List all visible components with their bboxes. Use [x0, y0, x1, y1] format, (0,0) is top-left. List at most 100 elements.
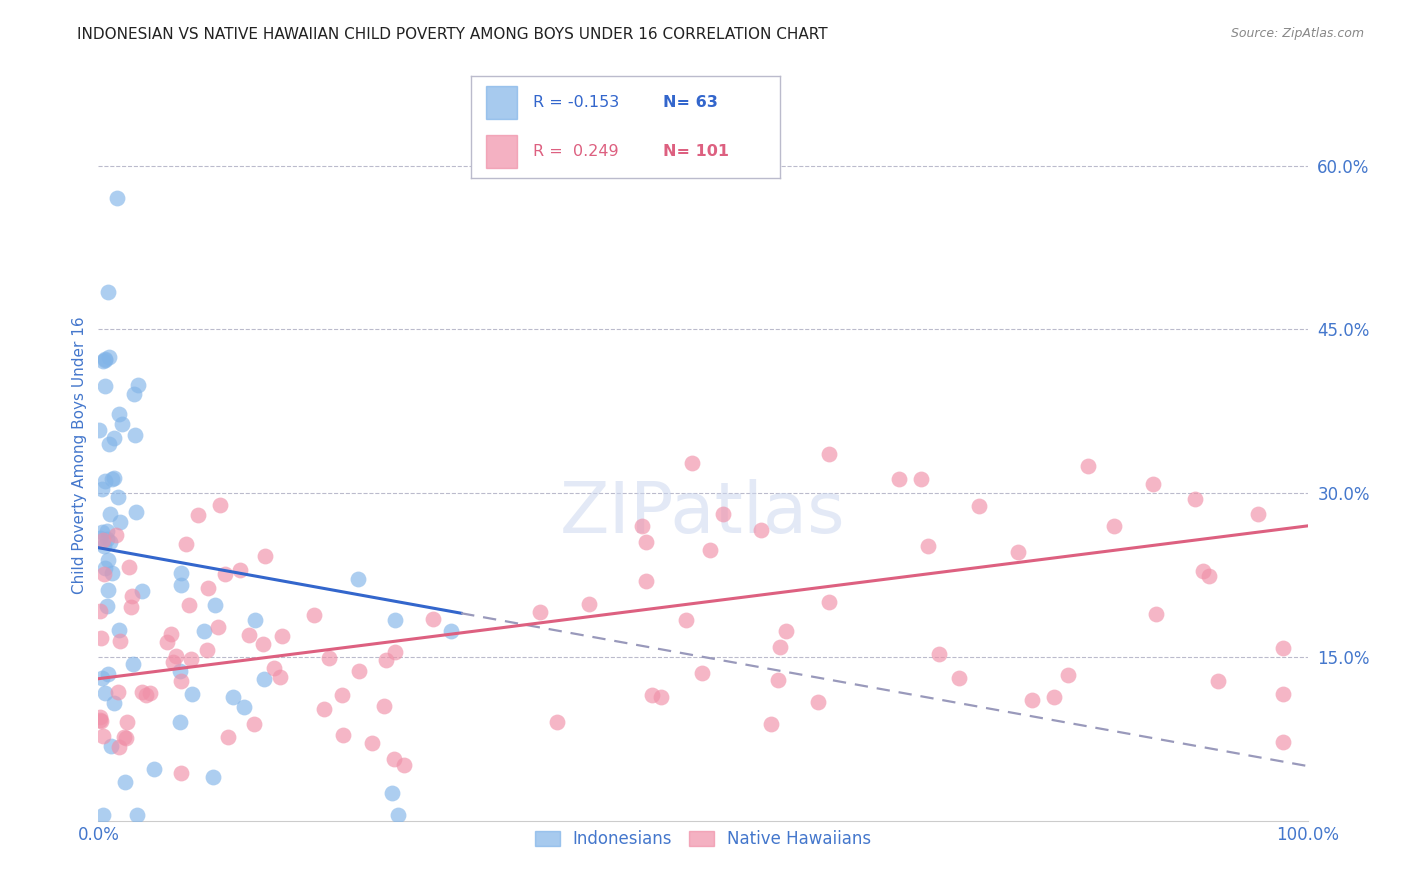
Point: [131, 684, 153, 698]
Point: [761, 717, 783, 731]
Point: [100, 507, 122, 521]
Point: [97, 582, 120, 597]
Point: [180, 652, 202, 666]
Point: [252, 673, 274, 687]
Point: [1272, 641, 1295, 656]
Text: N= 63: N= 63: [662, 95, 717, 110]
Point: [115, 731, 138, 746]
Point: [193, 624, 215, 638]
Point: [155, 635, 177, 649]
Point: [1184, 492, 1206, 507]
Point: [120, 600, 142, 615]
Point: [89, 604, 111, 618]
Point: [169, 664, 191, 678]
Point: [252, 637, 274, 651]
Point: [127, 808, 149, 822]
Text: R =  0.249: R = 0.249: [533, 145, 619, 160]
Point: [94, 353, 117, 368]
Point: [97, 667, 120, 681]
Point: [94, 379, 117, 393]
Point: [108, 515, 131, 529]
Point: [382, 751, 405, 765]
Point: [1144, 607, 1167, 621]
Point: [89, 531, 111, 545]
Point: [159, 626, 181, 640]
Point: [108, 634, 131, 648]
Point: [124, 428, 146, 442]
Text: Source: ZipAtlas.com: Source: ZipAtlas.com: [1230, 27, 1364, 40]
Point: [197, 581, 219, 595]
Point: [90, 714, 112, 728]
Point: [578, 597, 600, 611]
Point: [122, 657, 145, 671]
Point: [94, 561, 117, 575]
Point: [98, 350, 121, 364]
Point: [90, 671, 112, 685]
Point: [187, 508, 209, 522]
Point: [91, 482, 114, 496]
Legend: Indonesians, Native Hawaiians: Indonesians, Native Hawaiians: [526, 822, 880, 856]
Point: [89, 710, 111, 724]
Point: [373, 699, 395, 714]
Point: [107, 491, 129, 505]
Point: [1042, 690, 1064, 704]
Point: [103, 696, 125, 710]
Point: [775, 624, 797, 639]
Point: [112, 730, 135, 744]
Point: [1077, 458, 1099, 473]
Point: [103, 471, 125, 485]
Point: [87, 423, 110, 437]
Point: [818, 447, 841, 461]
Point: [681, 456, 703, 470]
Point: [967, 499, 990, 513]
Point: [114, 775, 136, 789]
Point: [107, 624, 129, 638]
Point: [440, 624, 463, 639]
Point: [650, 690, 672, 704]
Point: [304, 608, 326, 623]
Point: [675, 613, 697, 627]
Text: ZIPatlas: ZIPatlas: [560, 479, 846, 548]
Point: [711, 507, 734, 521]
Point: [214, 567, 236, 582]
Point: [143, 762, 166, 776]
Point: [361, 736, 384, 750]
Point: [636, 534, 658, 549]
Point: [1206, 673, 1229, 688]
Point: [690, 666, 713, 681]
Text: INDONESIAN VS NATIVE HAWAIIAN CHILD POVERTY AMONG BOYS UNDER 16 CORRELATION CHAR: INDONESIAN VS NATIVE HAWAIIAN CHILD POVE…: [77, 27, 828, 42]
Point: [1272, 687, 1295, 701]
Point: [180, 687, 202, 701]
Point: [90, 525, 112, 540]
Text: R = -0.153: R = -0.153: [533, 95, 619, 110]
Point: [948, 671, 970, 685]
Point: [170, 766, 193, 780]
Point: [1021, 692, 1043, 706]
Point: [222, 690, 245, 704]
Point: [928, 648, 950, 662]
Point: [1272, 734, 1295, 748]
Point: [889, 472, 911, 486]
Point: [243, 717, 266, 731]
Point: [89, 713, 111, 727]
Point: [176, 537, 198, 551]
Point: [384, 645, 406, 659]
Point: [910, 472, 932, 486]
Point: [108, 739, 131, 754]
Point: [91, 533, 114, 547]
Point: [381, 786, 404, 800]
Point: [636, 574, 658, 588]
Point: [529, 605, 551, 619]
Point: [170, 578, 193, 592]
Text: N= 101: N= 101: [662, 145, 728, 160]
Point: [111, 417, 134, 431]
Point: [103, 431, 125, 445]
Point: [97, 285, 120, 299]
Point: [254, 549, 277, 563]
Point: [818, 595, 841, 609]
Point: [204, 598, 226, 612]
Y-axis label: Child Poverty Among Boys Under 16: Child Poverty Among Boys Under 16: [72, 316, 87, 594]
Point: [100, 566, 122, 580]
Point: [394, 758, 416, 772]
Point: [90, 631, 112, 645]
